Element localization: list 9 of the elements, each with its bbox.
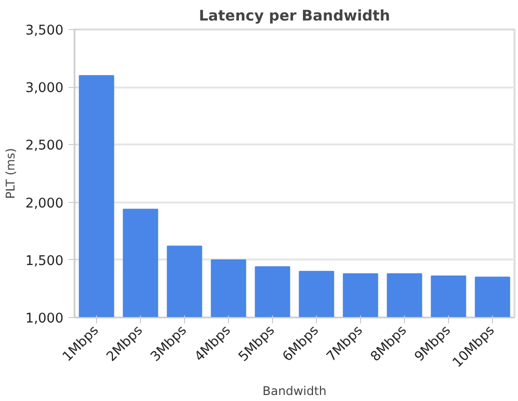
chart-title: Latency per Bandwidth	[198, 8, 390, 24]
y-tick-label: 3,500	[25, 24, 64, 38]
y-tick-label: 1,000	[25, 312, 64, 326]
y-axis-title: PLT (ms)	[3, 148, 18, 199]
y-tick-label: 2,000	[25, 196, 64, 212]
x-axis-title: Bandwidth	[262, 384, 326, 398]
y-tick-label: 3,000	[25, 81, 64, 96]
y-tick-label: 2,500	[25, 138, 64, 154]
y-tick-label: 1,500	[25, 254, 64, 269]
